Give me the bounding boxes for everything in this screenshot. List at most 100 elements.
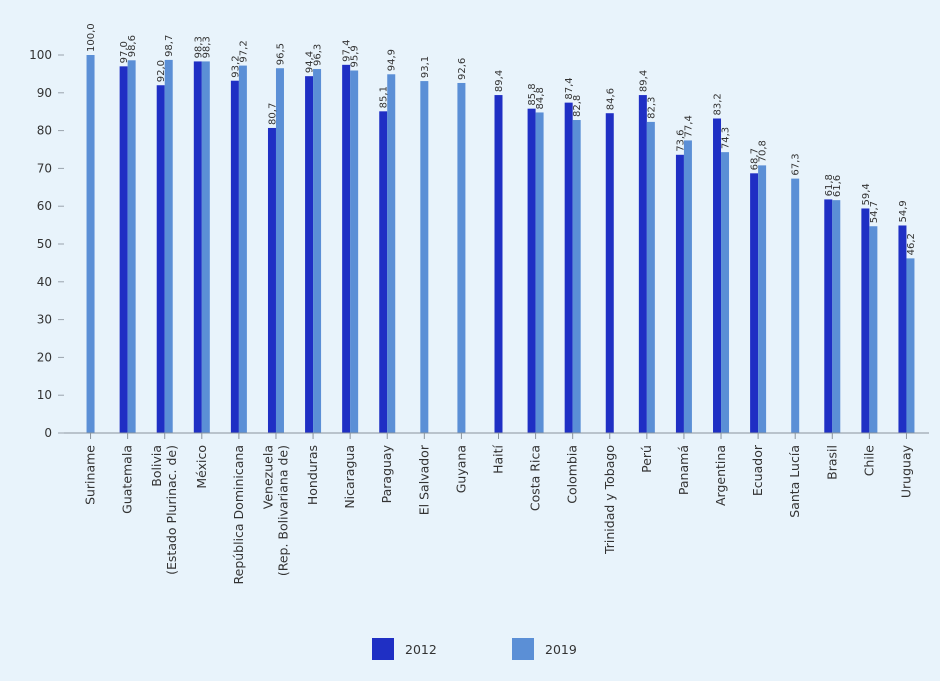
bar-2019 [572,120,581,434]
bar-2012 [750,173,759,433]
y-tick-label: 0 [44,426,52,440]
bar-2012 [824,199,833,433]
data-label: 77,4 [683,115,694,137]
x-category-label: Perú [639,445,654,473]
bar-2012 [564,102,573,434]
bar-2012 [156,85,165,434]
x-category-label: Guatemala [120,445,135,514]
data-label: 96,3 [313,44,324,66]
data-label: 92,0 [156,60,167,82]
bar-2012 [638,95,647,434]
x-category-label: (Rep. Bolivariana de) [275,445,290,576]
bar-2019 [238,65,247,434]
bar-2019 [832,200,841,433]
bar-2019 [350,70,359,434]
data-label: 74,3 [721,127,732,149]
x-category-label: Argentina [713,445,728,506]
legend: 2012 2019 [372,638,577,660]
data-label: 97,0 [119,41,130,63]
data-label: 80,7 [267,103,278,125]
data-label: 98,6 [127,35,138,57]
bar-2012 [713,118,722,433]
x-category-label: Trinidad y Tobago [602,445,617,555]
y-tick-label: 40 [37,275,52,289]
data-label: 61,6 [832,175,843,197]
bar-2019 [906,258,915,433]
bars-layer [86,55,915,434]
data-label: 96,5 [275,43,286,65]
data-label: 92,6 [457,58,468,80]
data-label: 94,9 [387,49,398,71]
data-label: 82,8 [572,95,583,117]
bar-2019 [201,61,210,434]
x-category-label: El Salvador [416,444,431,515]
bar-2012 [898,225,907,433]
x-category-label: Venezuela [260,445,275,509]
data-label: 54,7 [869,201,880,223]
x-category-label: Bolivia [149,445,164,487]
y-tick-label: 20 [37,350,52,364]
data-label: 89,4 [638,70,649,92]
data-label: 87,4 [564,77,575,99]
x-category-label: Chile [861,445,876,477]
x-category-label: Paraguay [379,444,394,503]
data-label: 85,8 [527,83,538,105]
data-label: 73,6 [675,130,686,152]
bar-2012 [379,111,388,434]
bar-2012 [193,61,202,434]
data-label: 67,3 [791,153,802,175]
x-category-label: Panamá [676,445,691,495]
x-category-label: Uruguay [898,444,913,498]
x-category-label: Costa Rica [528,445,543,511]
x-category-label: Nicaragua [342,445,357,509]
x-category-label: México [194,445,209,489]
data-label: 85,1 [379,86,390,108]
y-tick-label: 100 [29,48,52,62]
y-tick-label: 10 [37,388,52,402]
bar-2012 [861,208,870,433]
bar-2012 [267,127,276,433]
bar-2012 [494,95,503,434]
x-axis: Suriname Guatemala Bolivia (Estado Plurinac… [64,432,929,585]
x-category-label: Guyana [453,445,468,493]
data-label: 70,8 [758,140,769,162]
data-label: 82,3 [646,97,657,119]
data-label: 93,1 [420,56,431,78]
y-axis: 0 10 20 30 40 50 60 70 80 90 100 [29,48,64,440]
data-label: 83,2 [713,93,724,115]
bar-2019 [721,152,730,433]
data-label: 95,9 [350,45,361,67]
bar-2012 [527,108,536,434]
data-label: 97,2 [238,40,249,62]
data-label: 59,4 [861,183,872,205]
data-label: 54,9 [898,200,909,222]
data-label: 97,4 [342,40,353,62]
x-category-label: Ecuador [750,444,765,496]
x-category-label: Suriname [83,445,98,505]
data-label: 98,7 [164,35,175,57]
bar-2012 [119,66,128,433]
data-label: 68,7 [750,148,761,170]
data-label: 89,4 [494,70,505,92]
x-category-label: Santa Lucía [787,445,802,518]
legend-label-2012: 2012 [405,642,437,657]
x-category-label: (Estado Plurinac. de) [164,445,179,575]
bar-2019 [164,59,173,433]
legend-swatch-2012 [372,638,394,660]
x-category-label: Haití [491,444,506,473]
x-category-label: Brasil [824,445,839,480]
bar-2019 [313,68,322,434]
bar-2012 [675,154,684,434]
data-label: 98,3 [201,36,212,58]
data-label: 93,2 [230,55,241,77]
bar-2012 [605,113,614,433]
data-label: 94,4 [305,51,316,73]
bar-2019 [869,226,878,433]
bar-2012 [305,76,314,433]
bar-2019 [535,112,544,434]
data-label: 100,0 [86,23,97,52]
data-label: 84,6 [605,88,616,110]
y-tick-label: 30 [37,313,52,327]
